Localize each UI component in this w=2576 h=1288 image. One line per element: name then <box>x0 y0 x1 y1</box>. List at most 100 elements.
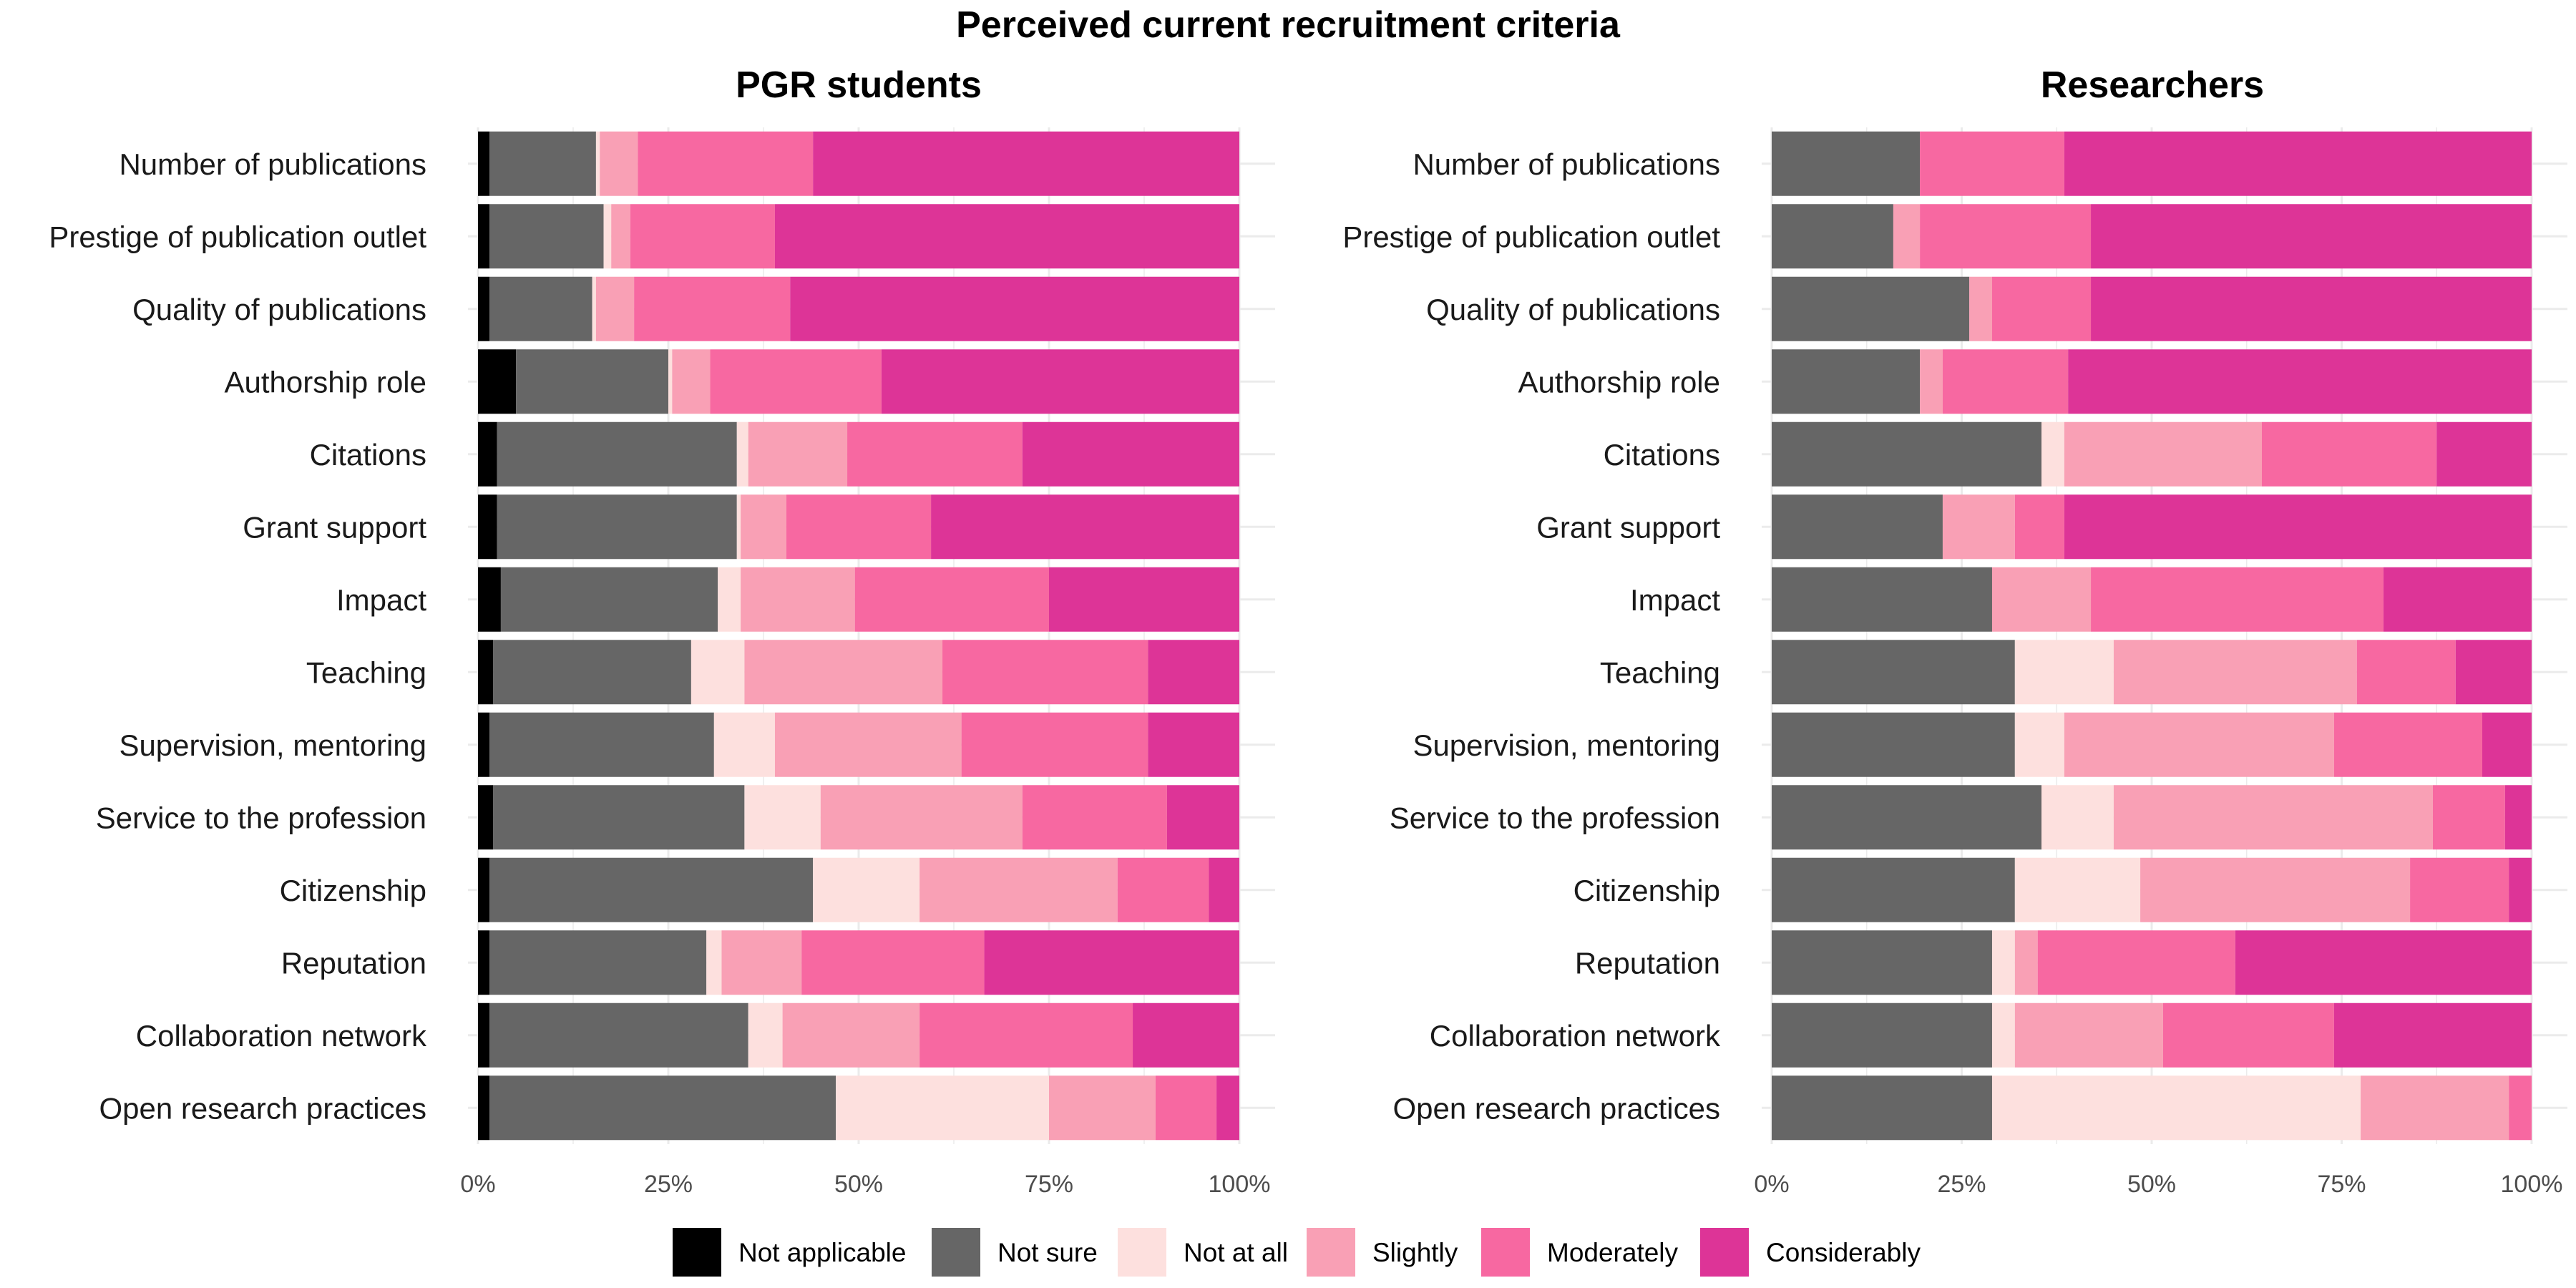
bar-researchers-teaching-moderately <box>2356 640 2456 705</box>
category-labels-pgr-students: Number of publications Prestige of public… <box>49 147 427 1126</box>
bar-pgr-students-reputation-considerably <box>984 930 1239 995</box>
bar-pgr-students-authorship-role-moderately <box>710 349 882 414</box>
bar-researchers-service-to-the-profession-not-at-all <box>2041 785 2114 850</box>
bar-pgr-students-number-of-publications-considerably <box>813 131 1239 196</box>
x-tick-pgr-students-3: 75% <box>1025 1171 1073 1198</box>
bar-researchers-quality-of-publications-slightly <box>1969 276 1992 341</box>
legend-key-slightly <box>1307 1228 1355 1277</box>
bars-researchers <box>1772 131 2532 1141</box>
bar-pgr-students-collaboration-network-not-at-all <box>748 1002 783 1068</box>
bar-researchers-supervision-mentoring-not-sure <box>1772 712 2015 777</box>
bar-pgr-students-reputation-not-at-all <box>706 930 722 995</box>
legend-item-moderately: Moderately <box>1481 1228 1679 1277</box>
category-label-researchers-prestige-of-publication-outlet: Prestige of publication outlet <box>1342 220 1720 253</box>
bar-pgr-students-teaching-not-applicable <box>478 640 494 705</box>
legend-label-slightly: Slightly <box>1372 1238 1458 1267</box>
category-label-researchers-collaboration-network: Collaboration network <box>1430 1019 1721 1053</box>
bar-researchers-reputation-not-at-all <box>1991 930 2015 995</box>
bar-pgr-students-teaching-slightly <box>744 640 943 705</box>
bar-researchers-reputation-not-sure <box>1772 930 1992 995</box>
legend-item-not-sure: Not sure <box>932 1228 1098 1277</box>
bar-researchers-prestige-of-publication-outlet-slightly <box>1893 204 1921 269</box>
legend-item-not-applicable: Not applicable <box>673 1228 906 1277</box>
bar-pgr-students-quality-of-publications-not-sure <box>489 276 592 341</box>
legend-label-moderately: Moderately <box>1547 1238 1679 1267</box>
legend-item-considerably: Considerably <box>1700 1228 1921 1277</box>
bar-pgr-students-grant-support-considerably <box>931 494 1239 560</box>
bar-pgr-students-teaching-not-sure <box>493 640 691 705</box>
bar-pgr-students-citizenship-considerably <box>1209 857 1239 922</box>
legend-label-not-sure: Not sure <box>997 1238 1098 1267</box>
bar-pgr-students-authorship-role-not-sure <box>516 349 668 414</box>
bar-researchers-supervision-mentoring-moderately <box>2333 712 2482 777</box>
x-tick-researchers-3: 75% <box>2317 1171 2366 1198</box>
bar-pgr-students-grant-support-moderately <box>786 494 932 560</box>
panel-pgr-students: PGR students Number of publications Presti… <box>49 64 1275 1198</box>
bar-pgr-students-reputation-not-applicable <box>478 930 489 995</box>
bar-researchers-teaching-not-sure <box>1772 640 2015 705</box>
bar-pgr-students-teaching-considerably <box>1148 640 1239 705</box>
bar-researchers-prestige-of-publication-outlet-not-sure <box>1772 204 1893 269</box>
bar-pgr-students-reputation-moderately <box>801 930 985 995</box>
bar-pgr-students-prestige-of-publication-outlet-not-at-all <box>603 204 612 269</box>
bar-researchers-citations-considerably <box>2436 421 2532 487</box>
bar-researchers-grant-support-considerably <box>2064 494 2532 560</box>
bar-pgr-students-authorship-role-considerably <box>881 349 1239 414</box>
bar-researchers-quality-of-publications-moderately <box>1991 276 2092 341</box>
x-tick-pgr-students-2: 50% <box>834 1171 883 1198</box>
x-tick-researchers-4: 100% <box>2501 1171 2563 1198</box>
bar-researchers-number-of-publications-considerably <box>2064 131 2532 196</box>
bar-pgr-students-open-research-practices-slightly <box>1049 1075 1156 1141</box>
bar-pgr-students-supervision-mentoring-not-at-all <box>713 712 775 777</box>
legend-key-not-at-all <box>1118 1228 1166 1277</box>
bar-pgr-students-impact-moderately <box>854 567 1049 632</box>
bar-researchers-supervision-mentoring-considerably <box>2482 712 2532 777</box>
bars-pgr-students <box>478 131 1239 1141</box>
bar-pgr-students-teaching-not-at-all <box>691 640 745 705</box>
bar-researchers-reputation-moderately <box>2037 930 2235 995</box>
bar-researchers-collaboration-network-slightly <box>2014 1002 2163 1068</box>
bar-researchers-teaching-not-at-all <box>2014 640 2114 705</box>
category-label-pgr-students-quality-of-publications: Quality of publications <box>132 293 426 326</box>
bar-pgr-students-quality-of-publications-not-applicable <box>478 276 489 341</box>
bar-researchers-impact-considerably <box>2383 567 2532 632</box>
legend-item-slightly: Slightly <box>1307 1228 1458 1277</box>
category-label-pgr-students-open-research-practices: Open research practices <box>99 1091 426 1125</box>
bar-pgr-students-open-research-practices-considerably <box>1216 1075 1239 1141</box>
bar-pgr-students-open-research-practices-moderately <box>1155 1075 1217 1141</box>
bar-pgr-students-prestige-of-publication-outlet-slightly <box>611 204 630 269</box>
bar-pgr-students-number-of-publications-not-applicable <box>478 131 489 196</box>
category-label-pgr-students-collaboration-network: Collaboration network <box>136 1019 427 1053</box>
bar-pgr-students-citations-considerably <box>1022 421 1239 487</box>
bar-pgr-students-impact-not-at-all <box>718 567 741 632</box>
bar-pgr-students-supervision-mentoring-slightly <box>774 712 962 777</box>
category-label-pgr-students-teaching: Teaching <box>306 655 426 689</box>
bar-pgr-students-number-of-publications-not-sure <box>489 131 596 196</box>
bar-pgr-students-service-to-the-profession-considerably <box>1166 785 1239 850</box>
bar-pgr-students-number-of-publications-slightly <box>600 131 638 196</box>
bar-pgr-students-number-of-publications-not-at-all <box>595 131 600 196</box>
bar-pgr-students-authorship-role-slightly <box>672 349 711 414</box>
bar-researchers-citizenship-slightly <box>2140 857 2411 922</box>
category-label-researchers-citations: Citations <box>1604 438 1720 472</box>
bar-researchers-service-to-the-profession-slightly <box>2113 785 2433 850</box>
bar-researchers-prestige-of-publication-outlet-considerably <box>2091 204 2532 269</box>
bar-pgr-students-reputation-not-sure <box>489 930 707 995</box>
bar-researchers-quality-of-publications-not-sure <box>1772 276 1970 341</box>
bar-researchers-citations-slightly <box>2064 421 2262 487</box>
bar-pgr-students-teaching-moderately <box>942 640 1148 705</box>
bar-researchers-grant-support-slightly <box>1942 494 2015 560</box>
bar-pgr-students-grant-support-not-at-all <box>736 494 741 560</box>
bar-pgr-students-open-research-practices-not-applicable <box>478 1075 489 1141</box>
x-ticks-researchers: 0% 25% 50% 75% 100% <box>1754 1171 2562 1198</box>
bar-researchers-authorship-role-moderately <box>1942 349 2069 414</box>
bar-researchers-citations-not-sure <box>1772 421 2042 487</box>
bar-researchers-supervision-mentoring-slightly <box>2064 712 2334 777</box>
bar-pgr-students-reputation-slightly <box>721 930 802 995</box>
legend: Not applicable Not sure Not at all Slightly… <box>673 1228 1921 1277</box>
category-label-pgr-students-service-to-the-profession: Service to the profession <box>96 801 426 834</box>
bar-pgr-students-citations-not-at-all <box>736 421 748 487</box>
category-label-researchers-impact: Impact <box>1630 583 1720 617</box>
bar-pgr-students-grant-support-not-sure <box>497 494 737 560</box>
